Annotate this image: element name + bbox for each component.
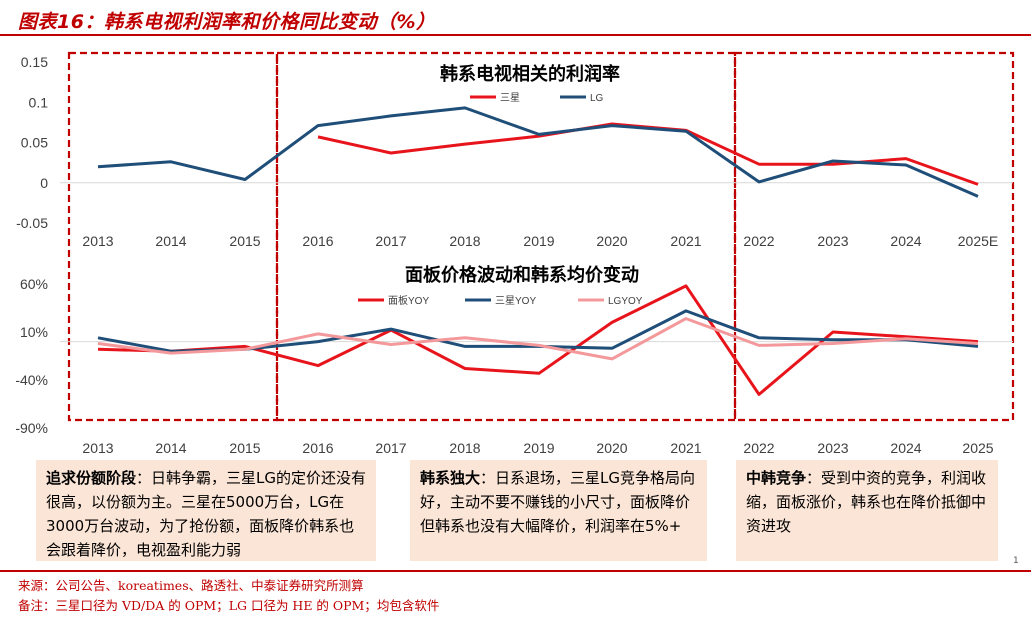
x-tick-label: 2020 bbox=[596, 233, 627, 249]
x-tick-label: 2018 bbox=[449, 233, 480, 249]
period-boxes bbox=[67, 51, 1015, 422]
y-tick-label: 0.1 bbox=[29, 94, 49, 110]
chart-title: 韩系电视相关的利润率 bbox=[440, 63, 620, 84]
margin-chart: 0.15 0.1 0.05 0 -0.05 2013 2014 2015 2016 2017 201… bbox=[16, 54, 1013, 249]
x-tick-label: 2014 bbox=[155, 233, 186, 249]
period-box-korea-dominant bbox=[275, 51, 737, 422]
x-tick-label: 2021 bbox=[670, 233, 701, 249]
note-text: ：受到中资的竞争，利润收缩，面板涨价，韩系也在降价抵御中资进攻 bbox=[746, 469, 987, 535]
x-tick-label: 2013 bbox=[82, 440, 113, 456]
x-tick-label: 2015 bbox=[229, 440, 260, 456]
series-line bbox=[317, 122, 979, 186]
x-tick-label: 2017 bbox=[375, 233, 406, 249]
x-tick-label: 2024 bbox=[890, 233, 921, 249]
legend-label: 面板YOY bbox=[388, 294, 429, 307]
x-tick-label: 2023 bbox=[817, 233, 848, 249]
legend-label: 三星 bbox=[500, 92, 520, 104]
x-tick-label: 2014 bbox=[155, 440, 186, 456]
legend-label: LGYOY bbox=[608, 296, 643, 307]
x-tick-label: 2022 bbox=[743, 233, 774, 249]
legend-label: LG bbox=[590, 93, 604, 104]
x-tick-label: 2013 bbox=[82, 233, 113, 249]
price-chart: 60% 10% -40% -90% 2013 2014 2015 2016 2017 2018 20… bbox=[15, 264, 1013, 456]
x-tick-label: 2023 bbox=[817, 440, 848, 456]
y-tick-label: -40% bbox=[15, 372, 48, 388]
legend-label: 三星YOY bbox=[495, 295, 536, 307]
x-tick-label: 2015 bbox=[229, 233, 260, 249]
note-text: ：日系退场，三星LG竞争格局向好，主动不要不赚钱的小尺寸，面板降价但韩系也没有大… bbox=[420, 469, 695, 535]
y-tick-label: 10% bbox=[20, 324, 48, 340]
page-mark: 1 bbox=[1013, 556, 1019, 566]
series-line bbox=[97, 106, 979, 198]
note-box-korea-dominant: 韩系独大：日系退场，三星LG竞争格局向好，主动不要不赚钱的小尺寸，面板降价但韩系… bbox=[410, 460, 707, 561]
x-tick-label: 2022 bbox=[743, 440, 774, 456]
note-box-share-phase: 追求份额阶段：日韩争霸，三星LG的定价还没有很高，以份额为主。三星在5000万台… bbox=[36, 460, 376, 561]
remark-note: 备注：三星口径为 VD/DA 的 OPM；LG 口径为 HE 的 OPM；均包含… bbox=[18, 598, 440, 613]
x-tick-label: 2024 bbox=[890, 440, 921, 456]
x-tick-label: 2017 bbox=[375, 440, 406, 456]
x-tick-label: 2025 bbox=[962, 440, 993, 456]
x-tick-label: 2019 bbox=[523, 233, 554, 249]
title-rule bbox=[0, 34, 1031, 36]
period-box-competition bbox=[733, 51, 1015, 422]
x-tick-label: 2016 bbox=[302, 440, 333, 456]
footer-rule bbox=[0, 570, 1031, 572]
note-heading: 追求份额阶段 bbox=[46, 469, 137, 487]
note-heading: 韩系独大 bbox=[420, 469, 481, 487]
y-tick-label: 0.05 bbox=[21, 135, 48, 151]
x-tick-label: 2019 bbox=[523, 440, 554, 456]
figure-title: 图表16：韩系电视利润率和价格同比变动（%） bbox=[18, 11, 436, 33]
y-tick-label: -0.05 bbox=[16, 215, 48, 231]
y-tick-label: -90% bbox=[15, 420, 48, 436]
note-heading: 中韩竞争 bbox=[746, 469, 807, 487]
y-tick-label: 0.15 bbox=[21, 54, 48, 70]
note-box-china-korea: 中韩竞争：受到中资的竞争，利润收缩，面板涨价，韩系也在降价抵御中资进攻 bbox=[736, 460, 998, 561]
chart-title: 面板价格波动和韩系均价变动 bbox=[405, 264, 639, 285]
x-tick-label: 2018 bbox=[449, 440, 480, 456]
x-tick-label: 2016 bbox=[302, 233, 333, 249]
note-text: ：日韩争霸，三星LG的定价还没有很高，以份额为主。三星在5000万台，LG在30… bbox=[46, 469, 366, 559]
x-tick-label: 2021 bbox=[670, 440, 701, 456]
series-line bbox=[97, 284, 979, 396]
source-note: 来源：公司公告、koreatimes、路透社、中泰证券研究所测算 bbox=[18, 578, 364, 593]
x-tick-label: 2020 bbox=[596, 440, 627, 456]
chart-area: 0.15 0.1 0.05 0 -0.05 2013 2014 2015 2016 2017 201… bbox=[15, 51, 1015, 456]
y-tick-label: 0 bbox=[40, 175, 48, 191]
y-tick-label: 60% bbox=[20, 276, 48, 292]
x-tick-label: 2025E bbox=[958, 233, 998, 249]
series-line bbox=[97, 317, 979, 361]
